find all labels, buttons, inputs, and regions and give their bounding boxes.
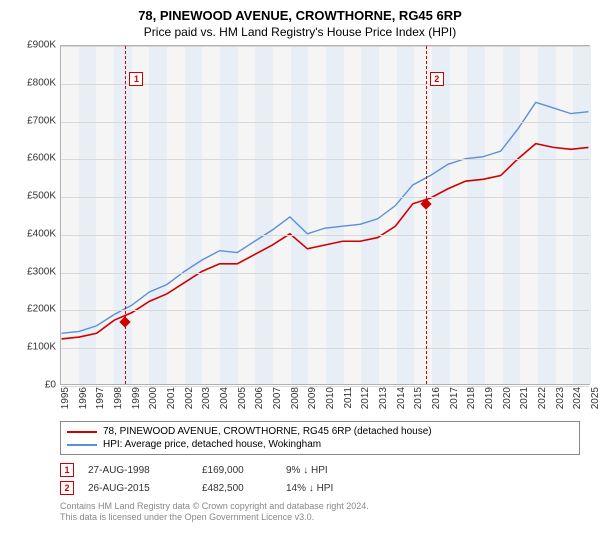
x-tick-label: 2003 — [201, 387, 212, 409]
x-tick-label: 2007 — [272, 387, 283, 409]
event-vline — [426, 46, 427, 384]
y-tick-label: £100K — [27, 342, 56, 353]
event-pct: 9% ↓ HPI — [286, 465, 396, 476]
x-tick-label: 2017 — [449, 387, 460, 409]
y-tick-label: £600K — [27, 153, 56, 164]
x-tick-label: 2018 — [466, 387, 477, 409]
x-tick-label: 2009 — [307, 387, 318, 409]
event-row: 1 27-AUG-1998 £169,000 9% ↓ HPI — [60, 461, 590, 479]
x-tick-label: 2006 — [254, 387, 265, 409]
x-tick-label: 2008 — [290, 387, 301, 409]
y-tick-label: £800K — [27, 77, 56, 88]
gridline — [61, 310, 589, 311]
x-tick-label: 1999 — [131, 387, 142, 409]
x-tick-label: 2016 — [431, 387, 442, 409]
event-date: 26-AUG-2015 — [88, 483, 188, 494]
x-tick-label: 2002 — [184, 387, 195, 409]
chart-title: 78, PINEWOOD AVENUE, CROWTHORNE, RG45 6R… — [10, 8, 590, 23]
x-tick-label: 2019 — [484, 387, 495, 409]
gridline — [61, 273, 589, 274]
event-marker-box: 1 — [129, 72, 143, 86]
event-row: 2 26-AUG-2015 £482,500 14% ↓ HPI — [60, 479, 590, 497]
y-tick-label: £500K — [27, 191, 56, 202]
y-tick-label: £400K — [27, 228, 56, 239]
gridline — [61, 122, 589, 123]
events-table: 1 27-AUG-1998 £169,000 9% ↓ HPI 2 26-AUG-2015… — [60, 461, 590, 497]
chart-lines — [61, 46, 589, 384]
x-tick-label: 2005 — [237, 387, 248, 409]
chart-area: 12 £0£100K£200K£300K£400K£500K£600K£700K… — [10, 45, 590, 415]
x-tick-label: 2021 — [519, 387, 530, 409]
x-tick-label: 1995 — [60, 387, 71, 409]
chart-subtitle: Price paid vs. HM Land Registry's House … — [10, 25, 590, 39]
x-tick-label: 1996 — [78, 387, 89, 409]
event-price: £482,500 — [202, 483, 272, 494]
event-marker-box: 2 — [430, 72, 444, 86]
y-tick-label: £900K — [27, 40, 56, 51]
x-tick-label: 1997 — [95, 387, 106, 409]
x-tick-label: 2015 — [413, 387, 424, 409]
event-vline — [125, 46, 126, 384]
x-tick-label: 2013 — [378, 387, 389, 409]
event-date: 27-AUG-1998 — [88, 465, 188, 476]
gridline — [61, 46, 589, 47]
x-tick-label: 2020 — [502, 387, 513, 409]
series-hpi — [62, 102, 589, 333]
x-tick-label: 1998 — [113, 387, 124, 409]
x-tick-label: 2011 — [343, 387, 354, 409]
footer-line-1: Contains HM Land Registry data © Crown c… — [60, 501, 590, 512]
x-tick-label: 2010 — [325, 387, 336, 409]
legend-swatch — [67, 444, 97, 446]
event-number-box: 1 — [60, 463, 74, 477]
x-tick-label: 2012 — [360, 387, 371, 409]
event-pct: 14% ↓ HPI — [286, 483, 396, 494]
footer-line-2: This data is licensed under the Open Gov… — [60, 512, 590, 523]
gridline — [61, 235, 589, 236]
x-tick-label: 2014 — [396, 387, 407, 409]
x-tick-label: 2000 — [148, 387, 159, 409]
x-tick-label: 2025 — [590, 387, 600, 409]
x-tick-label: 2024 — [572, 387, 583, 409]
x-tick-label: 2023 — [555, 387, 566, 409]
legend-swatch — [67, 431, 97, 433]
y-tick-label: £700K — [27, 115, 56, 126]
x-tick-label: 2001 — [166, 387, 177, 409]
event-number-box: 2 — [60, 481, 74, 495]
x-tick-label: 2022 — [537, 387, 548, 409]
gridline — [61, 348, 589, 349]
legend-row: HPI: Average price, detached house, Woki… — [67, 438, 573, 451]
legend-label: 78, PINEWOOD AVENUE, CROWTHORNE, RG45 6R… — [103, 426, 432, 437]
y-tick-label: £0 — [45, 380, 56, 391]
legend-label: HPI: Average price, detached house, Woki… — [103, 439, 321, 450]
x-tick-label: 2004 — [219, 387, 230, 409]
gridline — [61, 159, 589, 160]
gridline — [61, 197, 589, 198]
plot-area: 12 — [60, 45, 590, 385]
legend-row: 78, PINEWOOD AVENUE, CROWTHORNE, RG45 6R… — [67, 425, 573, 438]
y-tick-label: £300K — [27, 266, 56, 277]
event-price: £169,000 — [202, 465, 272, 476]
footer-attribution: Contains HM Land Registry data © Crown c… — [60, 501, 590, 524]
y-tick-label: £200K — [27, 304, 56, 315]
legend: 78, PINEWOOD AVENUE, CROWTHORNE, RG45 6R… — [60, 421, 580, 455]
